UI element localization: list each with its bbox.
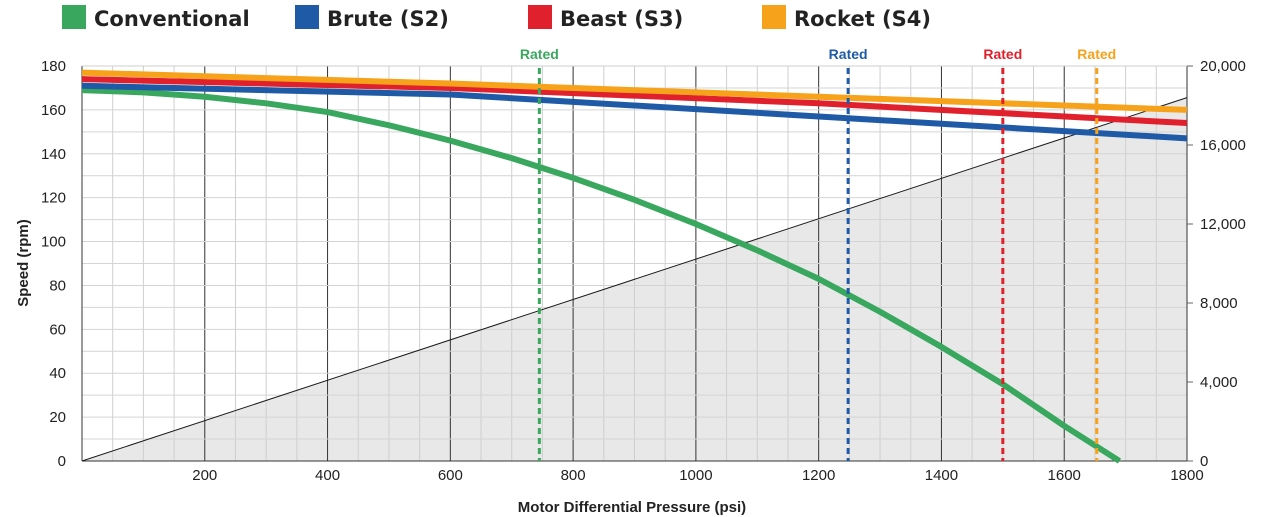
rated-label: Rated xyxy=(829,46,868,62)
legend-swatch xyxy=(762,5,786,29)
y2-tick-label: 16,000 xyxy=(1200,137,1246,154)
legend-swatch xyxy=(62,5,86,29)
y2-tick-label: 4,000 xyxy=(1200,374,1238,391)
y-axis-title: Speed (rpm) xyxy=(15,219,32,307)
legend-label: Beast (S3) xyxy=(560,7,683,31)
y-tick-label: 120 xyxy=(41,190,66,207)
y2-tick-label: 8,000 xyxy=(1200,295,1238,312)
y2-tick-label: 20,000 xyxy=(1200,58,1246,75)
rated-markers: Rated Rated Rated Rated xyxy=(520,46,1116,461)
legend-label: Conventional xyxy=(94,7,250,31)
x-axis-title: Motor Differential Pressure (psi) xyxy=(518,499,746,516)
legend-label: Brute (S2) xyxy=(327,7,449,31)
y2-tick-label: 12,000 xyxy=(1200,216,1246,233)
y-tick-label: 160 xyxy=(41,102,66,119)
y-tick-label: 80 xyxy=(49,277,66,294)
legend-label: Rocket (S4) xyxy=(794,7,931,31)
x-tick-label: 1200 xyxy=(802,467,835,484)
y-tick-label: 180 xyxy=(41,58,66,75)
rated-label: Rated xyxy=(520,46,559,62)
x-tick-label: 1400 xyxy=(925,467,958,484)
series-line xyxy=(81,82,1188,142)
y-tick-label: 20 xyxy=(49,409,66,426)
legend-swatch xyxy=(295,5,319,29)
x-tick-label: 1000 xyxy=(679,467,712,484)
x-tick-label: 600 xyxy=(438,467,463,484)
legend-swatch xyxy=(528,5,552,29)
rated-label: Rated xyxy=(983,46,1022,62)
tick-labels: 200 400 600 800 1000 1200 1400 1600 180002040608… xyxy=(41,58,1246,484)
y2-tick-label: 0 xyxy=(1200,453,1208,470)
rated-label: Rated xyxy=(1077,46,1116,62)
x-tick-label: 200 xyxy=(192,467,217,484)
x-tick-label: 400 xyxy=(315,467,340,484)
legend: Conventional Brute (S2) Beast (S3) Rocket (… xyxy=(62,5,931,31)
y-tick-label: 40 xyxy=(49,365,66,382)
x-tick-label: 1800 xyxy=(1170,467,1203,484)
x-tick-label: 1600 xyxy=(1048,467,1081,484)
x-tick-label: 800 xyxy=(561,467,586,484)
y-tick-label: 60 xyxy=(49,321,66,338)
y-tick-label: 0 xyxy=(58,453,66,470)
y-tick-label: 100 xyxy=(41,234,66,251)
y-tick-label: 140 xyxy=(41,146,66,163)
series-line xyxy=(81,87,1122,464)
